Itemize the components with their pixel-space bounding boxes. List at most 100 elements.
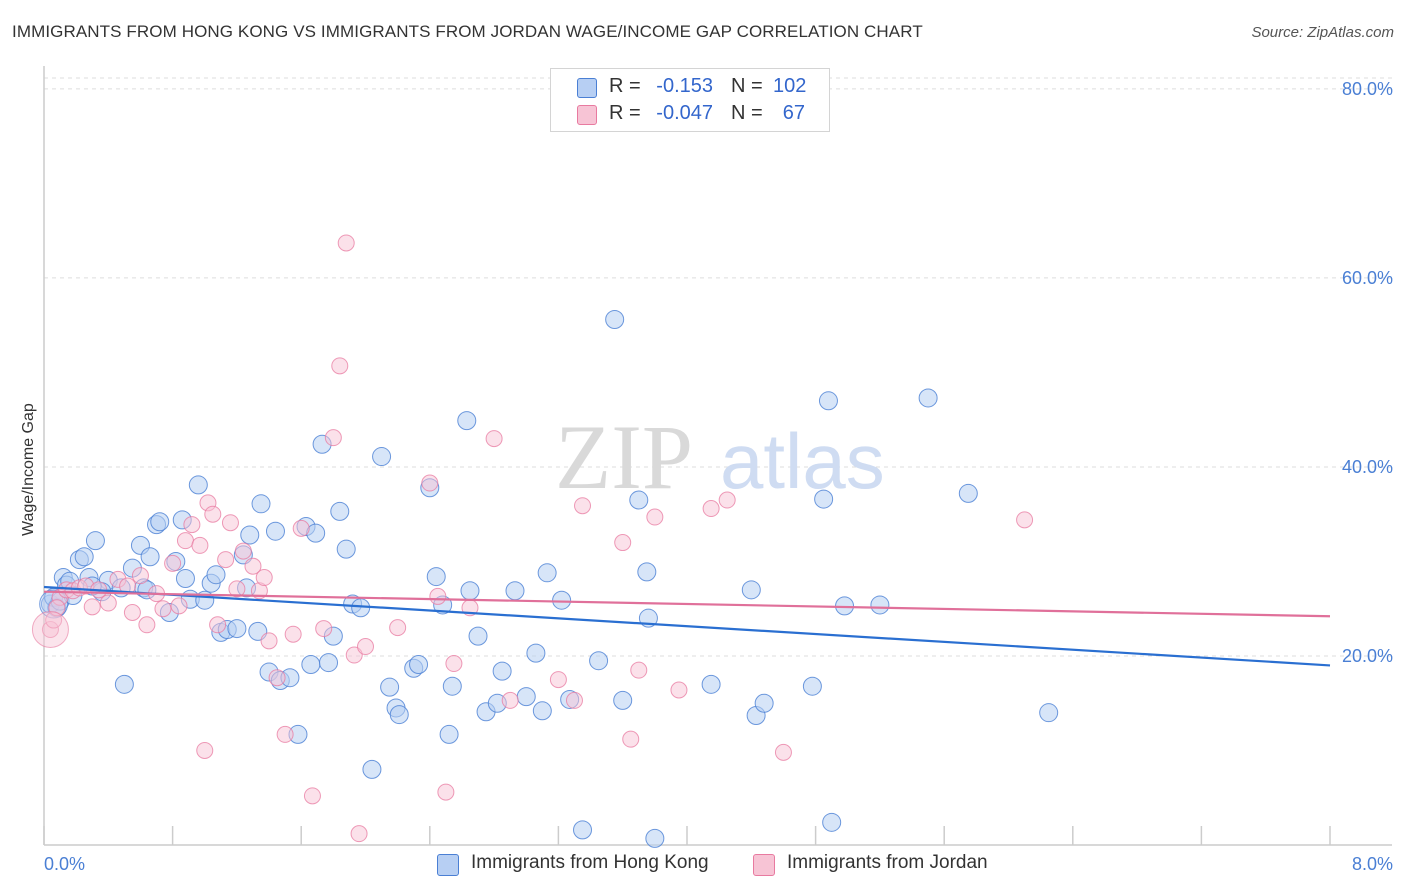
- hong-kong-point: [505, 581, 525, 601]
- chart-title: IMMIGRANTS FROM HONG KONG VS IMMIGRANTS …: [12, 22, 923, 41]
- hong-kong-point: [537, 563, 557, 583]
- jordan-points: [31, 234, 1034, 843]
- hong-kong-point: [74, 547, 94, 567]
- hong-kong-point: [265, 521, 285, 541]
- y-tick-labels: 20.0% 40.0% 60.0% 80.0%: [1342, 79, 1393, 666]
- legend-n-label: N =: [731, 75, 763, 97]
- y-tick-label: 20.0%: [1342, 646, 1393, 666]
- hong-kong-point: [457, 411, 477, 431]
- jordan-point: [154, 600, 172, 618]
- jordan-point: [718, 491, 736, 509]
- hong-kong-point: [629, 490, 649, 510]
- hong-kong-point: [389, 705, 409, 725]
- jordan-point: [83, 598, 101, 616]
- jordan-point: [337, 234, 355, 252]
- jordan-point: [170, 597, 188, 615]
- jordan-point: [389, 619, 407, 637]
- hong-kong-point: [409, 654, 429, 674]
- x-tick-label: 8.0%: [1352, 854, 1393, 874]
- jordan-point: [176, 532, 194, 550]
- watermark: ZIP atlas: [555, 406, 885, 508]
- hong-kong-point: [206, 565, 226, 585]
- hong-kong-point: [1039, 703, 1059, 723]
- jordan-point: [485, 430, 503, 448]
- hong-kong-point: [227, 619, 247, 639]
- jordan-point: [292, 519, 310, 537]
- jordan-point: [646, 508, 664, 526]
- hong-kong-point: [336, 539, 356, 559]
- hong-kong-point: [741, 580, 761, 600]
- hong-kong-point: [188, 475, 208, 495]
- hong-kong-point: [460, 581, 480, 601]
- hong-kong-point: [319, 653, 339, 673]
- hong-kong-point: [516, 687, 536, 707]
- jordan-point: [217, 551, 235, 569]
- hong-kong-point: [251, 494, 271, 514]
- jordan-point: [702, 500, 720, 518]
- jordan-point: [445, 655, 463, 673]
- hong-kong-point: [301, 654, 321, 674]
- legend-n-value: 102: [773, 75, 807, 97]
- hong-kong-point: [802, 676, 822, 696]
- legend-r-label: R =: [609, 75, 641, 97]
- jordan-point: [244, 557, 262, 575]
- watermark-atlas: atlas: [720, 417, 885, 505]
- jordan-point-large: [31, 611, 69, 649]
- hong-kong-points: [39, 310, 1059, 848]
- jordan-point: [421, 474, 439, 492]
- jordan-point: [255, 569, 273, 587]
- jordan-point: [138, 616, 156, 634]
- legend-r-value: -0.153: [656, 75, 713, 97]
- hong-kong-point: [637, 562, 657, 582]
- hong-kong-point: [552, 590, 572, 610]
- legend-swatch-hong-kong: [437, 854, 459, 876]
- hong-kong-point: [426, 567, 446, 587]
- jordan-point: [574, 497, 592, 515]
- hong-kong-point: [605, 310, 625, 330]
- hong-kong-point: [362, 759, 382, 779]
- legend-label-jordan: Immigrants from Jordan: [787, 852, 988, 873]
- jordan-point: [1016, 511, 1034, 529]
- jordan-point: [164, 554, 182, 572]
- jordan-point: [670, 681, 688, 699]
- jordan-point: [437, 783, 455, 801]
- jordan-point: [622, 730, 640, 748]
- jordan-point: [284, 625, 302, 643]
- y-tick-label: 80.0%: [1342, 79, 1393, 99]
- hong-kong-point: [701, 674, 721, 694]
- axes: [43, 66, 1392, 846]
- legend-n-label: N =: [731, 102, 763, 124]
- jordan-point: [345, 646, 363, 664]
- jordan-point: [549, 671, 567, 689]
- hong-kong-point: [240, 525, 260, 545]
- jordan-point: [204, 505, 222, 523]
- hong-kong-point: [589, 651, 609, 671]
- jordan-point: [123, 604, 141, 621]
- source-label: Source: ZipAtlas.com: [1251, 24, 1394, 41]
- legend-r-value: -0.047: [656, 102, 713, 124]
- legend-swatch-hong-kong: [577, 78, 597, 98]
- hong-kong-point: [918, 388, 938, 408]
- hong-kong-point: [818, 391, 838, 411]
- y-tick-label: 40.0%: [1342, 457, 1393, 477]
- trend-line-jordan: [43, 590, 1331, 618]
- x-tick-labels: 0.0% 8.0%: [44, 854, 1393, 874]
- jordan-point: [315, 620, 333, 638]
- hong-kong-point: [822, 812, 842, 832]
- jordan-point: [501, 691, 519, 709]
- x-tick-label: 0.0%: [44, 854, 85, 874]
- jordan-point: [221, 514, 239, 532]
- hong-kong-point: [754, 693, 774, 713]
- legend-r-label: R =: [609, 102, 641, 124]
- y-tick-label: 60.0%: [1342, 268, 1393, 288]
- hong-kong-point: [330, 501, 350, 521]
- legend-row-jordan: R = -0.047 N = 67: [551, 100, 829, 128]
- hong-kong-point: [468, 626, 488, 646]
- stats-legend: R = -0.153 N = 102 R = -0.047 N = 67: [550, 68, 830, 132]
- legend-row-hong-kong: R = -0.153 N = 102: [551, 73, 829, 101]
- hong-kong-point: [114, 674, 134, 694]
- y-axis-label: Wage/Income Gap: [20, 403, 37, 536]
- jordan-point: [209, 616, 227, 634]
- jordan-point: [276, 725, 294, 743]
